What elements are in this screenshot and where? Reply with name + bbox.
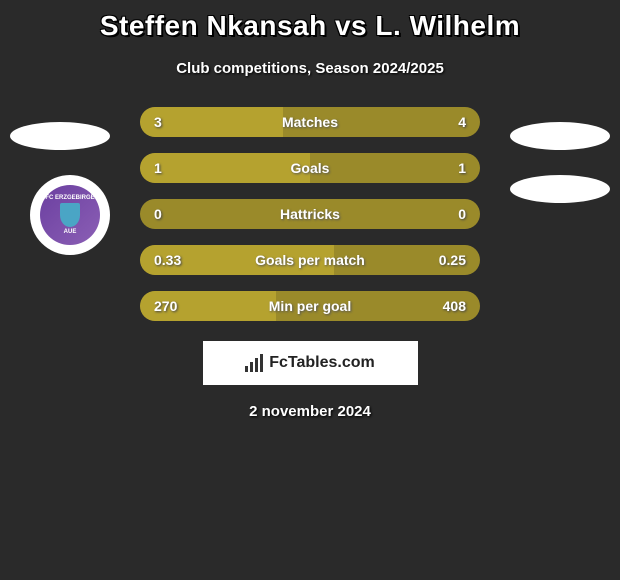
- stat-fill-left: [140, 153, 310, 183]
- stat-value-left: 1: [154, 160, 162, 176]
- brand-name: FcTables.com: [269, 354, 375, 372]
- badge-text-top: FC ERZGEBIRGE: [45, 195, 94, 201]
- stat-row: 1 Goals 1: [140, 153, 480, 183]
- stat-value-right: 0: [458, 206, 466, 222]
- page-title: Steffen Nkansah vs L. Wilhelm: [0, 10, 620, 42]
- stat-label: Goals: [291, 160, 330, 176]
- player-left-placeholder: [10, 122, 110, 150]
- stat-value-right: 1: [458, 160, 466, 176]
- stat-value-right: 0.25: [439, 252, 466, 268]
- stat-row: 270 Min per goal 408: [140, 291, 480, 321]
- stat-label: Hattricks: [280, 206, 340, 222]
- stat-value-left: 0.33: [154, 252, 181, 268]
- badge-text-bottom: AUE: [64, 229, 77, 235]
- stat-value-right: 4: [458, 114, 466, 130]
- comparison-container: Steffen Nkansah vs L. Wilhelm Club compe…: [0, 0, 620, 420]
- badge-shield-icon: [60, 203, 80, 227]
- stat-value-left: 270: [154, 298, 177, 314]
- stat-value-left: 3: [154, 114, 162, 130]
- stat-value-left: 0: [154, 206, 162, 222]
- stats-list: 3 Matches 4 1 Goals 1 0 Hattricks 0 0.33 Goals per…: [140, 107, 480, 321]
- comparison-date: 2 november 2024: [0, 403, 620, 420]
- badge-inner: FC ERZGEBIRGE AUE: [40, 185, 100, 245]
- stat-label: Min per goal: [269, 298, 351, 314]
- club-badge: FC ERZGEBIRGE AUE: [30, 175, 110, 255]
- stat-label: Matches: [282, 114, 338, 130]
- stat-row: 3 Matches 4: [140, 107, 480, 137]
- subtitle: Club competitions, Season 2024/2025: [0, 60, 620, 77]
- player-right-placeholder-2: [510, 175, 610, 203]
- stat-row: 0.33 Goals per match 0.25: [140, 245, 480, 275]
- brand-footer: FcTables.com: [203, 341, 418, 385]
- brand-logo-icon: [245, 354, 263, 372]
- badge-outer-ring: FC ERZGEBIRGE AUE: [30, 175, 110, 255]
- player-right-placeholder-1: [510, 122, 610, 150]
- stat-label: Goals per match: [255, 252, 365, 268]
- stat-value-right: 408: [443, 298, 466, 314]
- stat-row: 0 Hattricks 0: [140, 199, 480, 229]
